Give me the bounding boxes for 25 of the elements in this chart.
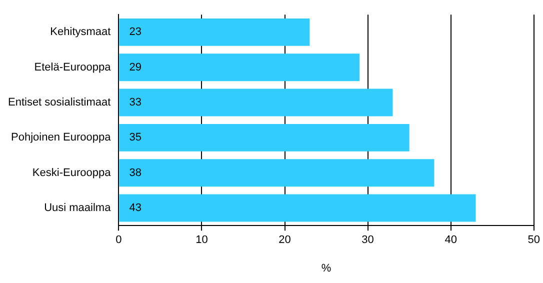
x-tick-label: 40 xyxy=(444,234,457,246)
y-tick-label: Pohjoinen Eurooppa xyxy=(11,132,112,144)
x-tick-label: 30 xyxy=(362,234,374,246)
data-label: 23 xyxy=(129,26,142,38)
bar xyxy=(119,54,360,82)
bar xyxy=(119,18,310,46)
bar xyxy=(119,124,410,152)
x-axis-title: % xyxy=(321,262,332,274)
y-tick-label: Kehitysmaat xyxy=(50,26,111,38)
bar xyxy=(119,159,434,187)
data-label: 38 xyxy=(129,166,142,179)
y-tick-label: Keski-Eurooppa xyxy=(32,166,112,179)
data-label: 33 xyxy=(129,96,142,109)
y-tick-label: Etelä-Eurooppa xyxy=(34,61,112,74)
data-label: 29 xyxy=(129,61,142,74)
bar xyxy=(119,194,476,222)
y-tick-label: Uusi maailma xyxy=(44,202,112,214)
x-tick-label: 50 xyxy=(528,234,540,246)
data-label: 35 xyxy=(129,132,142,144)
x-tick-label: 0 xyxy=(116,234,122,246)
x-tick-label: 10 xyxy=(196,234,208,246)
data-label: 43 xyxy=(129,202,142,214)
x-tick-label: 20 xyxy=(278,234,291,246)
y-tick-label: Entiset sosialistimaat xyxy=(8,96,111,109)
bar xyxy=(119,88,393,116)
